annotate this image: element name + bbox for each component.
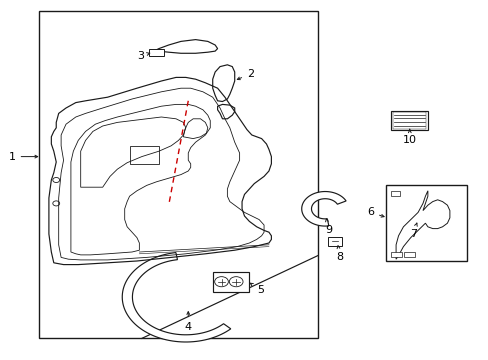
Text: 4: 4 <box>184 312 191 332</box>
Text: 8: 8 <box>336 246 343 262</box>
Bar <box>212 272 249 292</box>
Bar <box>390 191 399 196</box>
Text: 7: 7 <box>409 223 416 239</box>
Text: 5: 5 <box>250 283 263 295</box>
Polygon shape <box>122 253 230 342</box>
Bar <box>390 252 401 257</box>
Text: 6: 6 <box>366 207 383 217</box>
Text: 10: 10 <box>402 129 416 145</box>
Bar <box>149 49 163 56</box>
Bar <box>327 237 341 246</box>
Text: 3: 3 <box>137 51 150 61</box>
Text: 9: 9 <box>325 219 331 235</box>
Bar <box>386 185 466 261</box>
Polygon shape <box>301 192 346 226</box>
Bar <box>392 112 426 129</box>
Bar <box>39 11 317 338</box>
Bar <box>129 146 159 164</box>
Text: 2: 2 <box>237 69 254 80</box>
Bar <box>390 111 427 130</box>
Text: 1: 1 <box>9 152 38 162</box>
Bar <box>403 252 414 257</box>
